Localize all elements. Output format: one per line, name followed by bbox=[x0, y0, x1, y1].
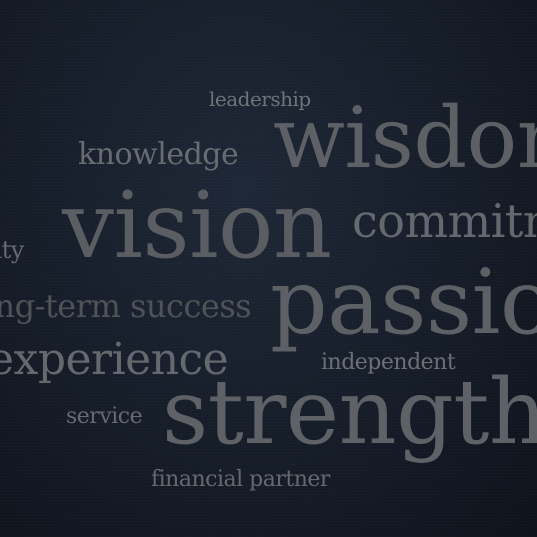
word-leadership: leadership bbox=[209, 87, 311, 111]
word-vision: vision bbox=[62, 172, 332, 279]
word-responsibility: responsibility bbox=[0, 236, 24, 264]
word-experience: experience bbox=[0, 334, 229, 385]
word-commitment: commitment bbox=[352, 194, 537, 248]
word-service: service bbox=[66, 404, 143, 429]
word-knowledge: knowledge bbox=[78, 137, 239, 172]
word-financial-partner: financial partner bbox=[151, 467, 330, 492]
word-independent: independent bbox=[321, 350, 456, 375]
word-strength: strength bbox=[162, 360, 537, 465]
word-wisdom: wisdom bbox=[273, 89, 537, 187]
word-long-term-success: long-term success bbox=[0, 287, 252, 325]
